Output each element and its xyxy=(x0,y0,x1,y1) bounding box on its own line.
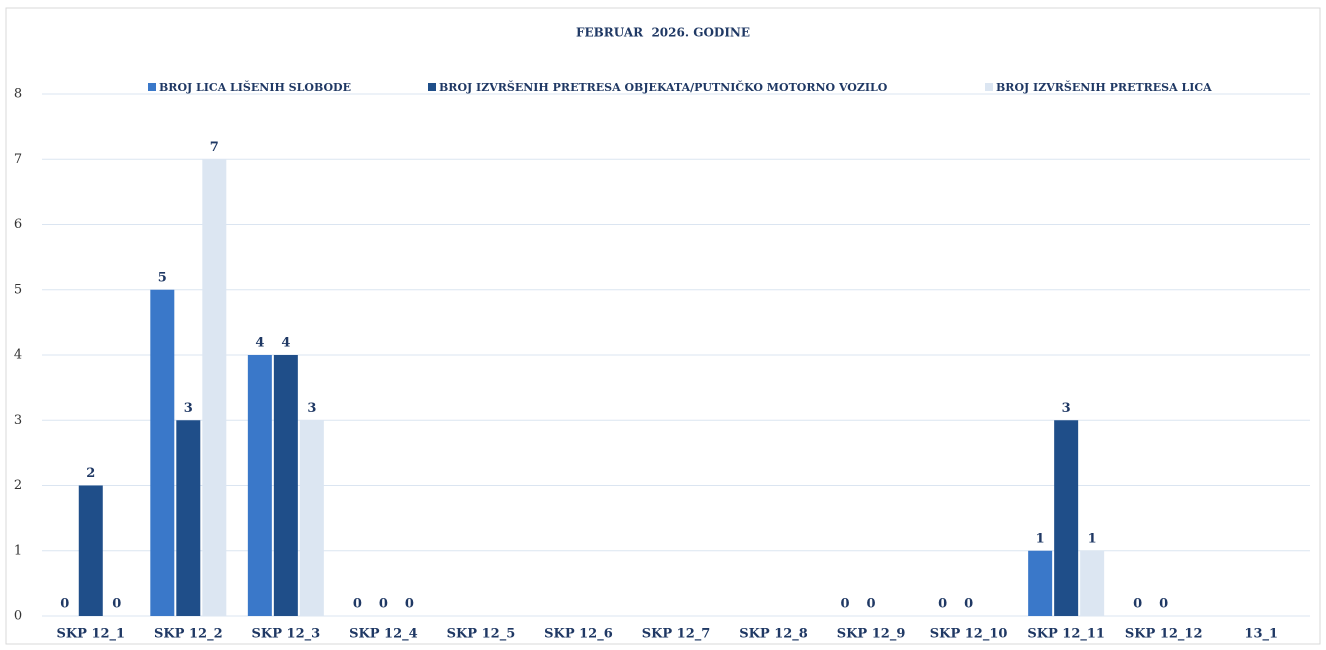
bar xyxy=(247,355,272,616)
data-label: 0 xyxy=(1159,597,1168,612)
bar xyxy=(1080,550,1105,616)
x-tick-label: SKP 12_8 xyxy=(739,627,808,642)
data-label: 0 xyxy=(964,597,973,612)
data-label: 0 xyxy=(841,597,850,612)
y-tick-label: 1 xyxy=(14,543,22,558)
data-label: 0 xyxy=(867,597,876,612)
x-tick-label: SKP 12_5 xyxy=(447,627,516,642)
chart-title: FEBRUAR 2026. GODINE xyxy=(576,26,750,40)
data-label: 0 xyxy=(112,597,121,612)
data-label: 1 xyxy=(1088,531,1097,546)
x-tick-label: SKP 12_4 xyxy=(349,627,418,642)
bar xyxy=(150,289,175,616)
x-tick-label: SKP 12_12 xyxy=(1125,627,1203,642)
data-label: 0 xyxy=(1133,597,1142,612)
x-tick-label: SKP 12_1 xyxy=(56,627,125,642)
data-label: 3 xyxy=(1062,401,1071,416)
y-tick-label: 6 xyxy=(14,217,22,232)
legend-label: BROJ LICA LIŠENIH SLOBODE xyxy=(159,80,351,94)
x-tick-label: 13_1 xyxy=(1244,627,1278,642)
data-label: 4 xyxy=(255,336,264,351)
legend-swatch xyxy=(148,83,156,91)
data-label: 2 xyxy=(86,466,95,481)
data-label: 0 xyxy=(938,597,947,612)
legend-label: BROJ IZVRŠENIH PRETRESA OBJEKATA/PUTNIČK… xyxy=(439,80,888,94)
y-tick-label: 8 xyxy=(14,87,22,102)
y-tick-label: 4 xyxy=(14,348,22,363)
legend-label: BROJ IZVRŠENIH PRETRESA LICA xyxy=(996,80,1212,94)
data-label: 0 xyxy=(405,597,414,612)
data-label: 3 xyxy=(307,401,316,416)
bar xyxy=(176,420,201,616)
bar xyxy=(1054,420,1079,616)
data-label: 1 xyxy=(1036,531,1045,546)
bar xyxy=(202,159,227,616)
y-tick-label: 3 xyxy=(14,413,22,428)
data-label: 7 xyxy=(210,140,219,155)
data-label: 5 xyxy=(158,270,167,285)
data-label: 4 xyxy=(281,336,290,351)
bar xyxy=(273,355,298,616)
data-label: 0 xyxy=(353,597,362,612)
bar xyxy=(78,485,103,616)
x-tick-label: SKP 12_9 xyxy=(837,627,906,642)
y-tick-label: 0 xyxy=(14,609,22,624)
x-tick-label: SKP 12_6 xyxy=(544,627,613,642)
y-tick-label: 5 xyxy=(14,282,22,297)
bar xyxy=(1028,550,1053,616)
x-tick-label: SKP 12_3 xyxy=(252,627,321,642)
data-label: 3 xyxy=(184,401,193,416)
y-tick-label: 7 xyxy=(14,152,22,167)
legend-swatch xyxy=(985,83,993,91)
y-tick-label: 2 xyxy=(14,478,22,493)
x-tick-label: SKP 12_11 xyxy=(1027,627,1105,642)
data-label: 0 xyxy=(379,597,388,612)
data-label: 0 xyxy=(60,597,69,612)
x-tick-label: SKP 12_7 xyxy=(642,627,711,642)
legend-swatch xyxy=(428,83,436,91)
x-tick-label: SKP 12_2 xyxy=(154,627,223,642)
bar xyxy=(299,420,324,616)
x-tick-label: SKP 12_10 xyxy=(930,627,1008,642)
